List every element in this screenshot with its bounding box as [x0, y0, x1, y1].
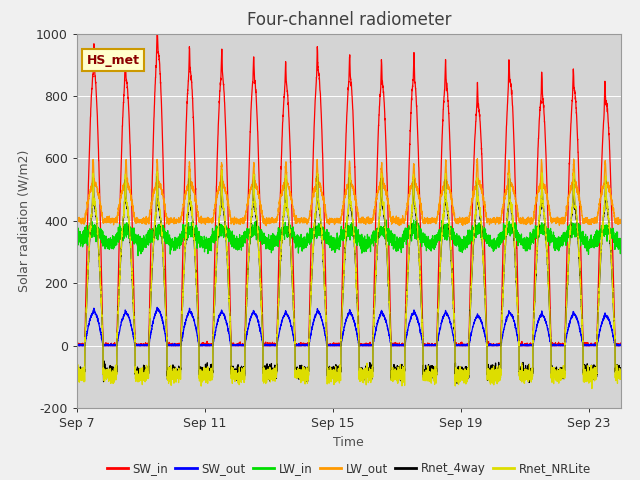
Y-axis label: Solar radiation (W/m2): Solar radiation (W/m2): [17, 150, 30, 292]
Title: Four-channel radiometer: Four-channel radiometer: [246, 11, 451, 29]
X-axis label: Time: Time: [333, 435, 364, 449]
Text: HS_met: HS_met: [86, 54, 140, 67]
Legend: SW_in, SW_out, LW_in, LW_out, Rnet_4way, Rnet_NRLite: SW_in, SW_out, LW_in, LW_out, Rnet_4way,…: [102, 457, 596, 480]
